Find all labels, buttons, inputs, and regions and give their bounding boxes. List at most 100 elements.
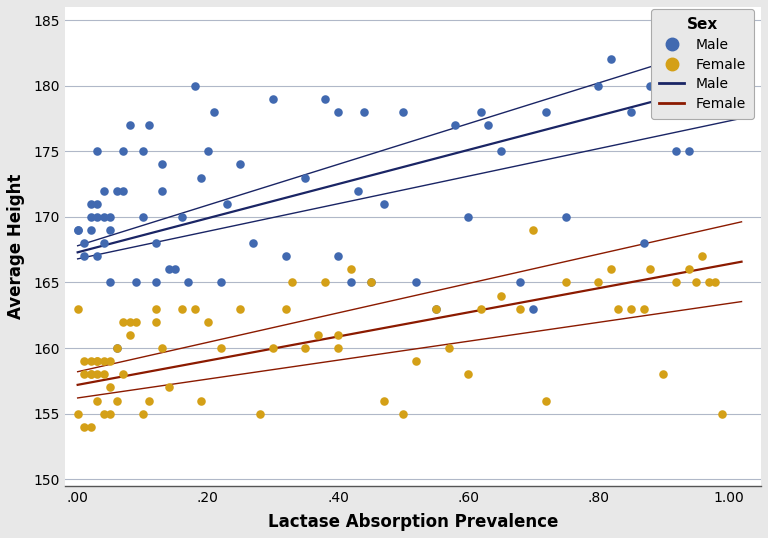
- Point: [150, 278, 162, 287]
- Point: [560, 213, 572, 221]
- Point: [98, 186, 110, 195]
- Point: [332, 108, 344, 116]
- Point: [605, 55, 617, 63]
- Point: [300, 173, 312, 182]
- Point: [482, 121, 494, 129]
- Point: [84, 357, 97, 365]
- Point: [91, 252, 104, 260]
- Point: [71, 305, 84, 313]
- Point: [234, 305, 247, 313]
- Point: [143, 397, 155, 405]
- Point: [332, 331, 344, 339]
- Point: [684, 265, 696, 274]
- Point: [527, 305, 539, 313]
- Point: [104, 409, 116, 418]
- Point: [280, 252, 292, 260]
- Point: [684, 147, 696, 155]
- Point: [117, 370, 129, 379]
- Point: [495, 147, 507, 155]
- Point: [111, 344, 123, 352]
- Point: [540, 108, 552, 116]
- Point: [78, 239, 91, 247]
- Point: [182, 278, 194, 287]
- Point: [462, 370, 475, 379]
- Point: [253, 409, 266, 418]
- Point: [111, 397, 123, 405]
- Point: [98, 357, 110, 365]
- Point: [697, 252, 709, 260]
- Point: [247, 239, 260, 247]
- Point: [78, 252, 91, 260]
- Point: [150, 317, 162, 326]
- Point: [91, 357, 104, 365]
- Point: [716, 409, 728, 418]
- Point: [208, 108, 220, 116]
- Point: [84, 370, 97, 379]
- Point: [710, 108, 722, 116]
- Point: [377, 397, 389, 405]
- Point: [364, 278, 376, 287]
- Point: [644, 81, 657, 90]
- Point: [156, 160, 168, 169]
- Point: [156, 344, 168, 352]
- Point: [104, 383, 116, 392]
- Point: [104, 357, 116, 365]
- Legend: Male, Female, Male, Female: Male, Female, Male, Female: [651, 9, 754, 119]
- Point: [703, 278, 715, 287]
- Point: [195, 173, 207, 182]
- Point: [442, 344, 455, 352]
- Point: [98, 409, 110, 418]
- Point: [527, 226, 539, 235]
- Point: [397, 108, 409, 116]
- Point: [514, 305, 526, 313]
- Point: [429, 305, 442, 313]
- Point: [176, 213, 188, 221]
- Point: [540, 397, 552, 405]
- Point: [266, 344, 279, 352]
- Point: [78, 370, 91, 379]
- Point: [84, 213, 97, 221]
- Point: [612, 305, 624, 313]
- Point: [332, 252, 344, 260]
- Point: [91, 370, 104, 379]
- Point: [475, 108, 488, 116]
- Point: [156, 186, 168, 195]
- Point: [266, 95, 279, 103]
- Point: [91, 357, 104, 365]
- Point: [98, 239, 110, 247]
- Point: [286, 278, 299, 287]
- Point: [670, 278, 683, 287]
- Point: [78, 357, 91, 365]
- Point: [150, 305, 162, 313]
- Point: [195, 397, 207, 405]
- Point: [71, 409, 84, 418]
- Point: [670, 147, 683, 155]
- Point: [313, 331, 325, 339]
- Point: [111, 344, 123, 352]
- Point: [124, 331, 136, 339]
- Point: [657, 370, 670, 379]
- Point: [104, 226, 116, 235]
- Point: [163, 265, 175, 274]
- Point: [319, 278, 331, 287]
- Point: [657, 81, 670, 90]
- Point: [215, 278, 227, 287]
- Point: [475, 305, 488, 313]
- Point: [280, 305, 292, 313]
- Point: [495, 291, 507, 300]
- Point: [637, 305, 650, 313]
- Point: [84, 226, 97, 235]
- Point: [91, 200, 104, 208]
- Point: [703, 95, 715, 103]
- Point: [397, 409, 409, 418]
- Point: [124, 317, 136, 326]
- Point: [202, 317, 214, 326]
- X-axis label: Lactase Absorption Prevalence: Lactase Absorption Prevalence: [268, 513, 558, 531]
- Point: [716, 68, 728, 77]
- Point: [410, 357, 422, 365]
- Point: [514, 278, 526, 287]
- Point: [137, 409, 149, 418]
- Point: [117, 317, 129, 326]
- Point: [111, 186, 123, 195]
- Point: [98, 213, 110, 221]
